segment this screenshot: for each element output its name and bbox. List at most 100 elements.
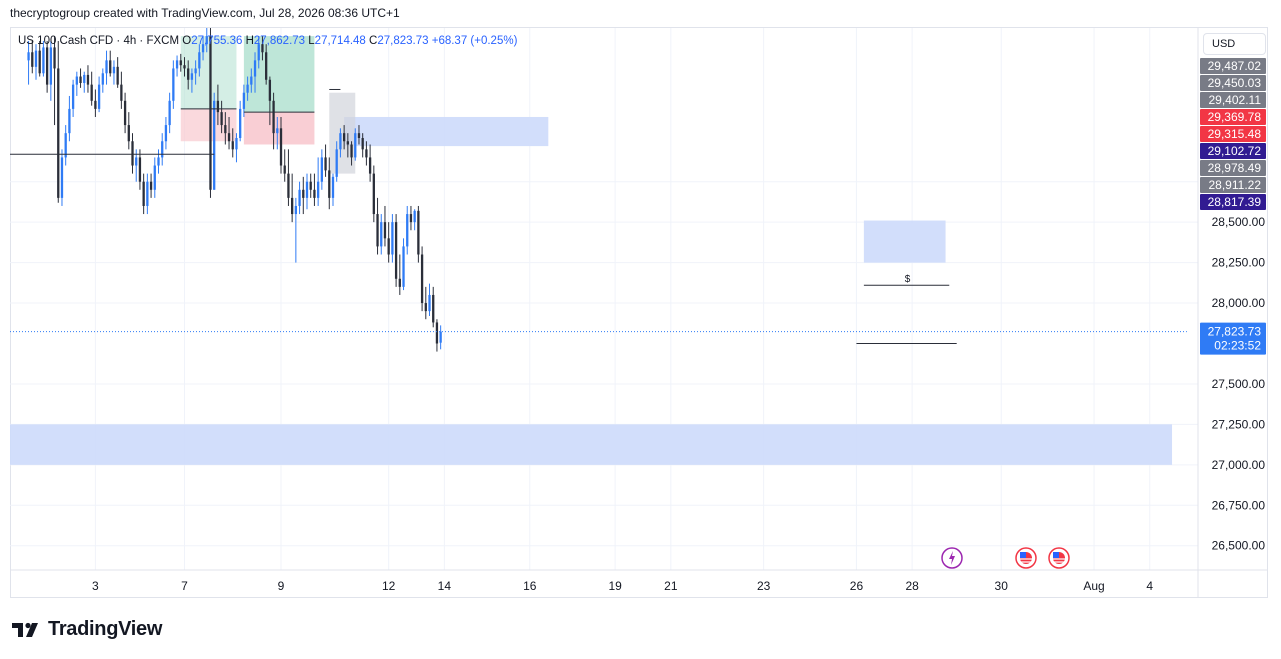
- price-label-text: 29,369.78: [1208, 110, 1262, 124]
- event-markers: [941, 547, 1070, 569]
- candle-body: [187, 68, 190, 80]
- price-label-box: [1200, 194, 1266, 210]
- candle-body: [224, 125, 227, 134]
- time-tick-label: 21: [664, 579, 678, 593]
- last-price-label: 27,823.73: [1208, 325, 1262, 339]
- tradingview-logo-icon: [12, 622, 38, 637]
- candle-body: [86, 74, 90, 85]
- candle-body: [142, 181, 145, 206]
- candle-body: [428, 294, 431, 312]
- candle-body: [83, 74, 86, 84]
- candle-body: [305, 181, 309, 198]
- candle-body: [45, 47, 49, 85]
- time-tick-label: 19: [608, 579, 622, 593]
- candle-body: [209, 36, 212, 190]
- candle-body: [387, 238, 390, 255]
- candle-body: [294, 205, 298, 215]
- tradingview-logo-text: TradingView: [48, 618, 163, 640]
- price-label-text: 29,315.48: [1208, 127, 1262, 141]
- candle-body: [250, 76, 253, 85]
- candle-body: [402, 246, 405, 287]
- open-value: 27,755.36: [191, 35, 243, 47]
- currency-selector[interactable]: USD: [1203, 33, 1266, 55]
- candle-body: [194, 68, 197, 74]
- candle-body: [109, 60, 112, 74]
- candle-body: [398, 278, 401, 287]
- time-tick-label: 16: [523, 579, 537, 593]
- candle-body: [394, 222, 398, 279]
- resistance-zone: [344, 116, 549, 147]
- high-label: H: [245, 35, 254, 47]
- time-tick-label: 28: [905, 579, 919, 593]
- countdown-label: 02:23:52: [1214, 339, 1261, 353]
- candle-body: [153, 165, 156, 190]
- candle-body: [246, 84, 249, 93]
- candle-body: [201, 44, 205, 53]
- candle-body: [75, 76, 78, 85]
- candle-body: [205, 36, 208, 45]
- candle-body: [242, 92, 246, 109]
- candle-body: [146, 181, 149, 206]
- tradingview-logo[interactable]: TradingView: [12, 618, 162, 641]
- open-label: O: [182, 35, 192, 47]
- candle-body: [116, 66, 119, 85]
- price-axis: 26,500.00 26,750.00 27,000.00 27,250.00 27,5…: [1212, 175, 1266, 553]
- price-label-box: [1200, 58, 1266, 74]
- candle-body: [49, 47, 52, 85]
- candle-body: [168, 100, 171, 126]
- price-axis-labels: 29,487.02 29,450.03 29,402.11 29,369.78 29,3…: [1200, 58, 1266, 355]
- candle-body: [279, 128, 283, 166]
- candle-body: [357, 133, 361, 139]
- candle-body: [346, 141, 349, 145]
- price-tick-label: 28,250.00: [1212, 256, 1266, 270]
- time-tick-label: 3: [92, 579, 99, 593]
- candle-body: [123, 100, 127, 126]
- symbol-name[interactable]: US 100 Cash CFD · 4h · FXCM: [18, 35, 180, 47]
- candle-body: [324, 157, 327, 171]
- candle-body: [383, 222, 387, 239]
- candle-body: [435, 322, 439, 344]
- time-tick-label: 30: [995, 579, 1009, 593]
- chart-frame[interactable]: [10, 27, 1268, 598]
- candle-body: [272, 100, 275, 134]
- candle-body: [120, 84, 123, 101]
- price-label-text: 29,102.72: [1208, 144, 1262, 158]
- price-tick-label: 27,000.00: [1212, 458, 1266, 472]
- us-flag-canton: [1053, 552, 1059, 558]
- supply-zone: [863, 220, 946, 263]
- price-label-box: [1200, 160, 1266, 176]
- symbol-legend[interactable]: US 100 Cash CFD · 4h · FXCM O27,755.36 H…: [18, 35, 517, 47]
- candle-body: [268, 79, 272, 101]
- time-tick-label: 26: [850, 579, 864, 593]
- candle-body: [105, 60, 108, 74]
- candle-body: [290, 197, 294, 215]
- lightning-icon: [949, 551, 955, 565]
- time-tick-label: 12: [382, 579, 396, 593]
- time-tick-label: 7: [181, 579, 188, 593]
- candle-body: [276, 128, 279, 134]
- candle-body: [131, 141, 134, 166]
- price-tick-label: 27,250.00: [1212, 417, 1266, 431]
- candle-body: [365, 149, 368, 158]
- candle-body: [27, 52, 30, 61]
- candle-body: [342, 133, 346, 142]
- candle-body: [328, 170, 331, 198]
- candle-body: [101, 73, 104, 85]
- candle-body: [409, 214, 413, 223]
- candle-body: [175, 60, 179, 69]
- candle-body: [261, 44, 264, 53]
- price-tick-label: 28,500.00: [1212, 215, 1266, 229]
- low-value: 27,714.48: [314, 35, 366, 47]
- last-price-label-box: [1200, 322, 1266, 355]
- candle-body: [406, 214, 409, 247]
- price-label-box: [1200, 177, 1266, 193]
- candle-body: [38, 50, 41, 74]
- candle-body: [53, 47, 56, 69]
- time-axis: 3 7 9 12 14 16 19 21 23 26 28 30 Aug 4: [92, 579, 1153, 593]
- support-zone: [10, 424, 1173, 465]
- highlight-box: [329, 92, 356, 174]
- time-tick-label: 4: [1146, 579, 1153, 593]
- candle-body: [376, 214, 379, 247]
- time-tick-label: 14: [438, 579, 452, 593]
